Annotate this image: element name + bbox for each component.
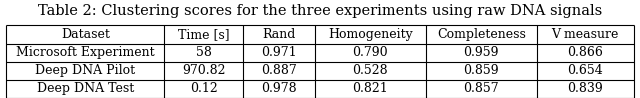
Text: Rand: Rand <box>262 28 296 41</box>
Text: 0.857: 0.857 <box>463 82 499 95</box>
Text: 970.82: 970.82 <box>182 64 225 77</box>
Text: 0.821: 0.821 <box>352 82 388 95</box>
Text: 0.887: 0.887 <box>261 64 297 77</box>
Text: Homogeneity: Homogeneity <box>328 28 413 41</box>
Text: 0.971: 0.971 <box>261 46 296 59</box>
Text: Completeness: Completeness <box>437 28 525 41</box>
Text: 0.654: 0.654 <box>567 64 603 77</box>
Text: V measure: V measure <box>552 28 619 41</box>
Text: 0.978: 0.978 <box>261 82 296 95</box>
Text: 0.859: 0.859 <box>463 64 499 77</box>
Text: Microsoft Experiment: Microsoft Experiment <box>16 46 155 59</box>
Text: 0.12: 0.12 <box>189 82 218 95</box>
Text: 0.959: 0.959 <box>463 46 499 59</box>
Text: 0.790: 0.790 <box>353 46 388 59</box>
Text: 0.839: 0.839 <box>567 82 603 95</box>
Text: 0.528: 0.528 <box>353 64 388 77</box>
Text: Deep DNA Test: Deep DNA Test <box>36 82 134 95</box>
Text: Time [s]: Time [s] <box>178 28 229 41</box>
Text: 58: 58 <box>196 46 211 59</box>
Text: Deep DNA Pilot: Deep DNA Pilot <box>35 64 135 77</box>
Text: Table 2: Clustering scores for the three experiments using raw DNA signals: Table 2: Clustering scores for the three… <box>38 4 602 18</box>
Text: Dataset: Dataset <box>61 28 109 41</box>
Text: 0.866: 0.866 <box>567 46 603 59</box>
